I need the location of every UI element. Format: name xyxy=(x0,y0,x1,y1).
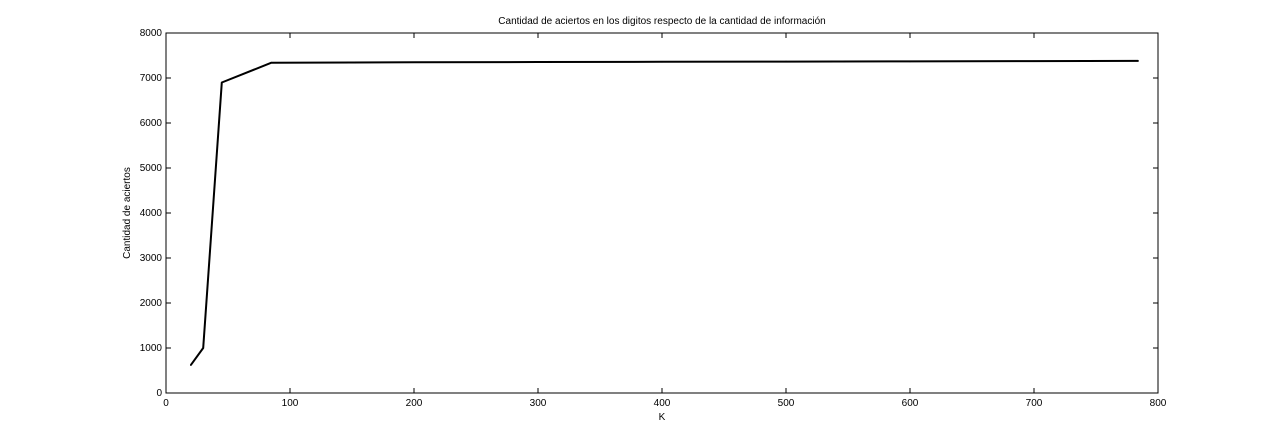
plot-area xyxy=(165,32,1159,394)
chart-title: Cantidad de aciertos en los digitos resp… xyxy=(498,16,825,27)
data-point xyxy=(351,61,353,64)
y-tick-label: 4000 xyxy=(140,208,163,219)
data-point xyxy=(1033,60,1035,62)
x-axis-label: K xyxy=(659,412,666,423)
y-tick-label: 1000 xyxy=(140,343,163,354)
y-axis-label: Cantidad de aciertos xyxy=(122,167,133,259)
x-tick-label: 300 xyxy=(530,398,547,409)
series-layer xyxy=(189,59,1139,366)
x-tick-label: 800 xyxy=(1150,398,1167,409)
x-tick-label: 0 xyxy=(163,398,169,409)
x-tick-label: 200 xyxy=(406,398,423,409)
data-point xyxy=(413,61,415,64)
data-point xyxy=(221,81,223,84)
data-point xyxy=(190,364,192,366)
data-point xyxy=(909,60,911,63)
data-point xyxy=(661,61,663,63)
data-point xyxy=(1137,60,1139,62)
x-tick-label: 400 xyxy=(654,398,671,409)
y-tick-label: 0 xyxy=(156,388,162,399)
y-tick-label: 7000 xyxy=(140,73,163,84)
data-point xyxy=(270,61,273,64)
y-tick-label: 8000 xyxy=(140,28,163,39)
x-tick-label: 600 xyxy=(902,398,919,409)
x-tick-label: 500 xyxy=(778,398,795,409)
x-tick-label: 700 xyxy=(1026,398,1043,409)
series-line-0 xyxy=(189,59,1139,366)
x-tick-label: 100 xyxy=(282,398,299,409)
data-point xyxy=(785,60,787,63)
y-tick-label: 5000 xyxy=(140,163,163,174)
data-point xyxy=(202,347,204,349)
y-tick-label: 2000 xyxy=(140,298,163,309)
y-tick-label: 6000 xyxy=(140,118,163,129)
x-axis: 0 100 200 300 400 500 600 700 800 xyxy=(163,33,1167,409)
y-tick-label: 3000 xyxy=(140,253,163,264)
data-point xyxy=(537,61,539,63)
y-axis: 0 1000 2000 3000 4000 5000 6000 7000 8000 xyxy=(140,28,1158,399)
